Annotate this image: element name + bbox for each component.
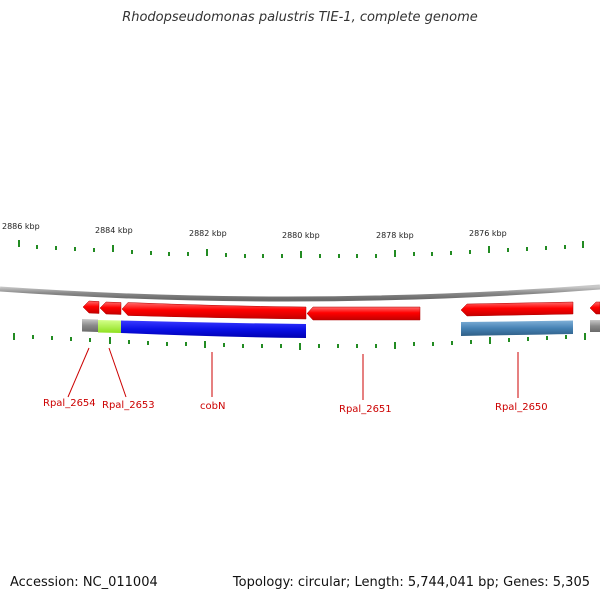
scale-label: 2878 kbp — [376, 231, 414, 240]
feature-bar-cobn — [121, 320, 306, 338]
gene-arrow-rpal-2651 — [306, 306, 421, 321]
gene-arrow-rpal-2654 — [82, 300, 100, 314]
upper-ticks — [18, 240, 584, 258]
genome-backbone — [0, 284, 600, 302]
scale-label: 2884 kbp — [95, 226, 133, 235]
genome-stats-text: Topology: circular; Length: 5,744,041 bp… — [232, 575, 590, 590]
feature-bars — [82, 319, 600, 338]
feature-bar-gray-edge — [590, 320, 600, 332]
gene-labels: Rpal_2654 Rpal_2653 cobN Rpal_2651 Rpal_… — [43, 398, 548, 415]
accession-text: Accession: NC_011004 — [10, 575, 158, 590]
scale-label: 2876 kbp — [469, 229, 507, 238]
gene-arrow-cobn — [121, 302, 307, 320]
gene-arrow-rpal-2653 — [99, 301, 122, 315]
scale-labels: 2886 kbp 2884 kbp 2882 kbp 2880 kbp 2878… — [2, 222, 507, 240]
label-leaders — [67, 347, 519, 400]
gene-label-cobn[interactable]: cobN — [200, 401, 225, 412]
feature-bar-gray — [82, 319, 98, 332]
lower-ticks — [13, 333, 586, 350]
leader-line-rpal-2653 — [108, 347, 127, 398]
feature-bar-rpal-2653 — [98, 320, 121, 333]
gene-label-rpal-2654[interactable]: Rpal_2654 — [43, 398, 96, 409]
map-title: Rhodopseudomonas palustris TIE-1, comple… — [122, 10, 478, 25]
scale-label: 2886 kbp — [2, 222, 40, 231]
gene-arrow-edge — [589, 301, 600, 315]
gene-label-rpal-2650[interactable]: Rpal_2650 — [495, 402, 548, 413]
feature-bar-rpal-2650 — [461, 320, 573, 336]
leader-line-rpal-2654 — [67, 347, 90, 398]
scale-label: 2882 kbp — [189, 229, 227, 238]
gene-arrow-rpal-2650 — [460, 301, 574, 317]
gene-arrows — [82, 300, 600, 321]
gene-label-rpal-2653[interactable]: Rpal_2653 — [102, 400, 155, 411]
scale-label: 2880 kbp — [282, 231, 320, 240]
gene-label-rpal-2651[interactable]: Rpal_2651 — [339, 404, 392, 415]
